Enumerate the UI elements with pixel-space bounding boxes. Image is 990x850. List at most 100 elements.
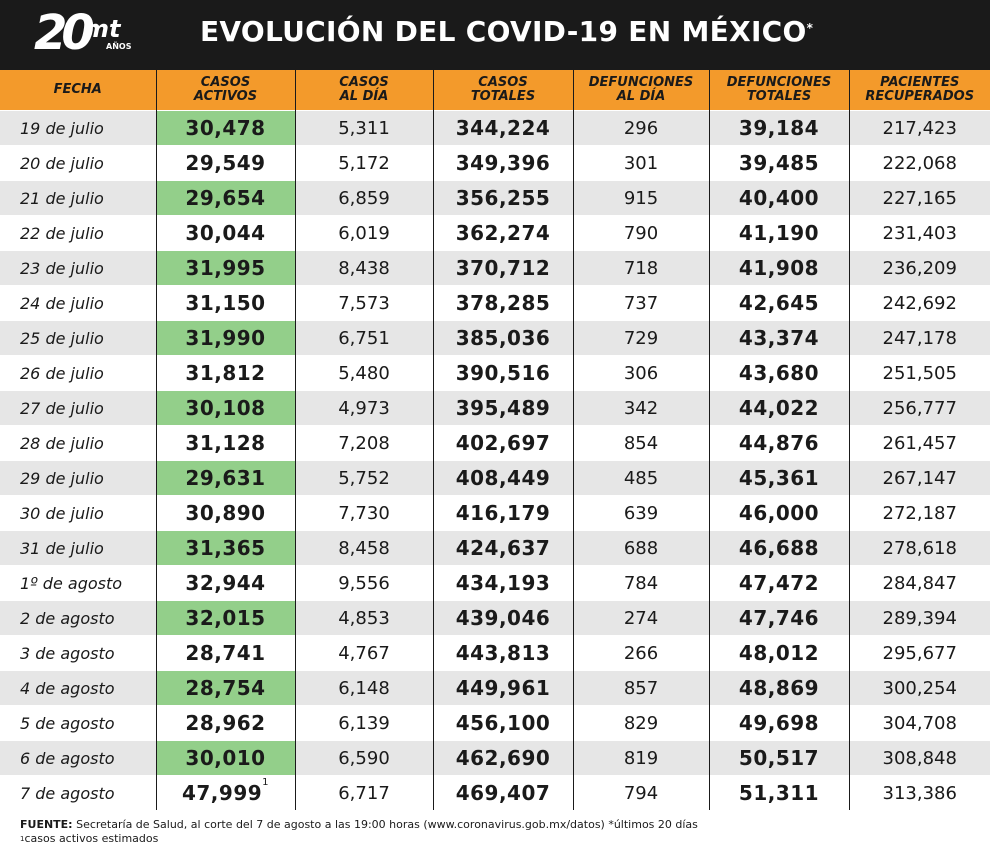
defunciones-al-dia-cell: 857 [572,670,709,706]
pacientes-recuperados-cell: 267,147 [848,460,990,496]
casos-al-dia-cell-value: 7,208 [338,432,390,454]
casos-totales-cell-value: 434,193 [455,571,551,595]
pacientes-recuperados-cell: 222,068 [848,145,990,181]
pacientes-recuperados-cell: 313,386 [848,775,990,810]
defunciones-al-dia-cell: 790 [572,215,709,251]
table-row: 6 de agosto 30,010 6,590 462,690 819 50,517 30… [0,740,990,776]
fecha-cell: 24 de julio [0,285,156,321]
casos-totales-cell: 424,637 [432,530,573,566]
fecha-cell: 1º de agosto [0,565,156,601]
casos-al-dia-cell-value: 4,853 [338,607,390,629]
pacientes-recuperados-cell-value: 304,708 [882,712,957,734]
defunciones-totales-cell-value: 46,688 [738,536,820,560]
defunciones-totales-cell-value: 49,698 [738,711,820,735]
casos-activos-cell: 29,631 [155,460,295,496]
casos-totales-cell: 443,813 [432,635,573,671]
casos-al-dia-cell: 5,172 [294,145,433,181]
pacientes-recuperados-cell: 242,692 [848,285,990,321]
covid-table: FECHA CASOS ACTIVOS CASOS AL DÍA CASOS TOTA… [0,70,990,810]
header-l1: CASOS [339,75,389,90]
source-label: FUENTE: [20,818,73,831]
header-l1: CASOS [478,75,528,90]
fecha-cell-value: 26 de julio [20,363,104,383]
casos-activos-cell: 30,108 [155,390,295,426]
header-fecha-l1: FECHA [53,82,102,97]
table-row: 24 de julio 31,150 7,573 378,285 737 42,645 24… [0,285,990,321]
column-header-row: FECHA CASOS ACTIVOS CASOS AL DÍA CASOS TOTA… [0,70,990,111]
header-l1: PACIENTES [880,75,960,90]
defunciones-al-dia-cell: 266 [572,635,709,671]
defunciones-totales-cell: 46,000 [708,495,849,531]
header-l1: DEFUNCIONES [588,75,694,90]
casos-al-dia-cell-value: 7,573 [338,292,390,314]
pacientes-recuperados-cell: 284,847 [848,565,990,601]
header-defunciones-totales: DEFUNCIONES TOTALES [708,70,849,111]
defunciones-totales-cell-value: 39,485 [738,151,820,175]
table-row: 4 de agosto 28,754 6,148 449,961 857 48,869 30… [0,670,990,706]
defunciones-totales-cell: 43,680 [708,355,849,391]
defunciones-al-dia-cell-value: 857 [623,677,659,699]
pacientes-recuperados-cell-value: 278,618 [882,537,957,559]
defunciones-al-dia-cell-value: 794 [623,782,659,804]
defunciones-al-dia-cell-value: 342 [623,397,659,419]
pacientes-recuperados-cell: 227,165 [848,180,990,216]
fecha-cell-value: 31 de julio [20,538,104,558]
casos-activos-cell-value: 30,890 [185,501,266,525]
fecha-cell: 21 de julio [0,180,156,216]
fecha-cell-value: 5 de agosto [20,713,115,733]
casos-al-dia-cell-value: 6,717 [338,782,390,804]
pacientes-recuperados-cell-value: 222,068 [882,152,957,174]
casos-totales-cell: 356,255 [432,180,573,216]
fecha-cell: 7 de agosto [0,775,156,810]
fecha-cell: 30 de julio [0,495,156,531]
casos-totales-cell-value: 356,255 [455,186,551,210]
casos-totales-cell: 385,036 [432,320,573,356]
pacientes-recuperados-cell-value: 308,848 [882,747,957,769]
defunciones-totales-cell-value: 48,012 [738,641,820,665]
fecha-cell-value: 28 de julio [20,433,104,453]
header-l2: AL DÍA [616,89,666,104]
casos-activos-cell: 47,9991 [155,775,295,810]
fecha-cell-value: 24 de julio [20,293,104,313]
pacientes-recuperados-cell: 289,394 [848,600,990,636]
defunciones-al-dia-cell-value: 729 [623,327,659,349]
defunciones-al-dia-cell: 274 [572,600,709,636]
casos-totales-cell-value: 344,224 [455,116,551,140]
pacientes-recuperados-cell-value: 313,386 [882,782,957,804]
casos-al-dia-cell-value: 6,590 [338,747,390,769]
table-row: 28 de julio 31,128 7,208 402,697 854 44,876 26… [0,425,990,461]
casos-al-dia-cell: 5,480 [294,355,433,391]
defunciones-totales-cell: 41,908 [708,250,849,286]
fecha-cell-value: 30 de julio [20,503,104,523]
casos-totales-cell: 344,224 [432,110,573,146]
casos-activos-cell-value: 31,365 [185,536,266,560]
defunciones-totales-cell-value: 43,374 [738,326,820,350]
casos-al-dia-cell: 6,019 [294,215,433,251]
pacientes-recuperados-cell: 251,505 [848,355,990,391]
casos-activos-cell-value: 28,754 [185,676,266,700]
fecha-cell: 26 de julio [0,355,156,391]
casos-al-dia-cell: 6,590 [294,740,433,776]
header-casos-totales: CASOS TOTALES [432,70,573,111]
casos-totales-cell: 434,193 [432,565,573,601]
header-l1: DEFUNCIONES [726,75,832,90]
casos-al-dia-cell: 6,859 [294,180,433,216]
casos-activos-cell: 30,044 [155,215,295,251]
pacientes-recuperados-cell-value: 272,187 [882,502,957,524]
defunciones-totales-cell: 48,869 [708,670,849,706]
casos-activos-cell: 28,741 [155,635,295,671]
casos-activos-cell: 31,128 [155,425,295,461]
casos-activos-cell: 30,010 [155,740,295,776]
casos-al-dia-cell: 6,139 [294,705,433,741]
pacientes-recuperados-cell-value: 231,403 [882,222,957,244]
defunciones-al-dia-cell: 296 [572,110,709,146]
defunciones-al-dia-cell-value: 296 [623,117,659,139]
casos-al-dia-cell-value: 4,973 [338,397,390,419]
pacientes-recuperados-cell: 231,403 [848,215,990,251]
casos-al-dia-cell: 8,438 [294,250,433,286]
casos-activos-cell-value: 32,944 [185,571,266,595]
footnote-text: casos activos estimados [24,832,159,845]
fecha-cell: 20 de julio [0,145,156,181]
fecha-cell-value: 19 de julio [20,118,104,138]
table-row: 26 de julio 31,812 5,480 390,516 306 43,680 25… [0,355,990,391]
